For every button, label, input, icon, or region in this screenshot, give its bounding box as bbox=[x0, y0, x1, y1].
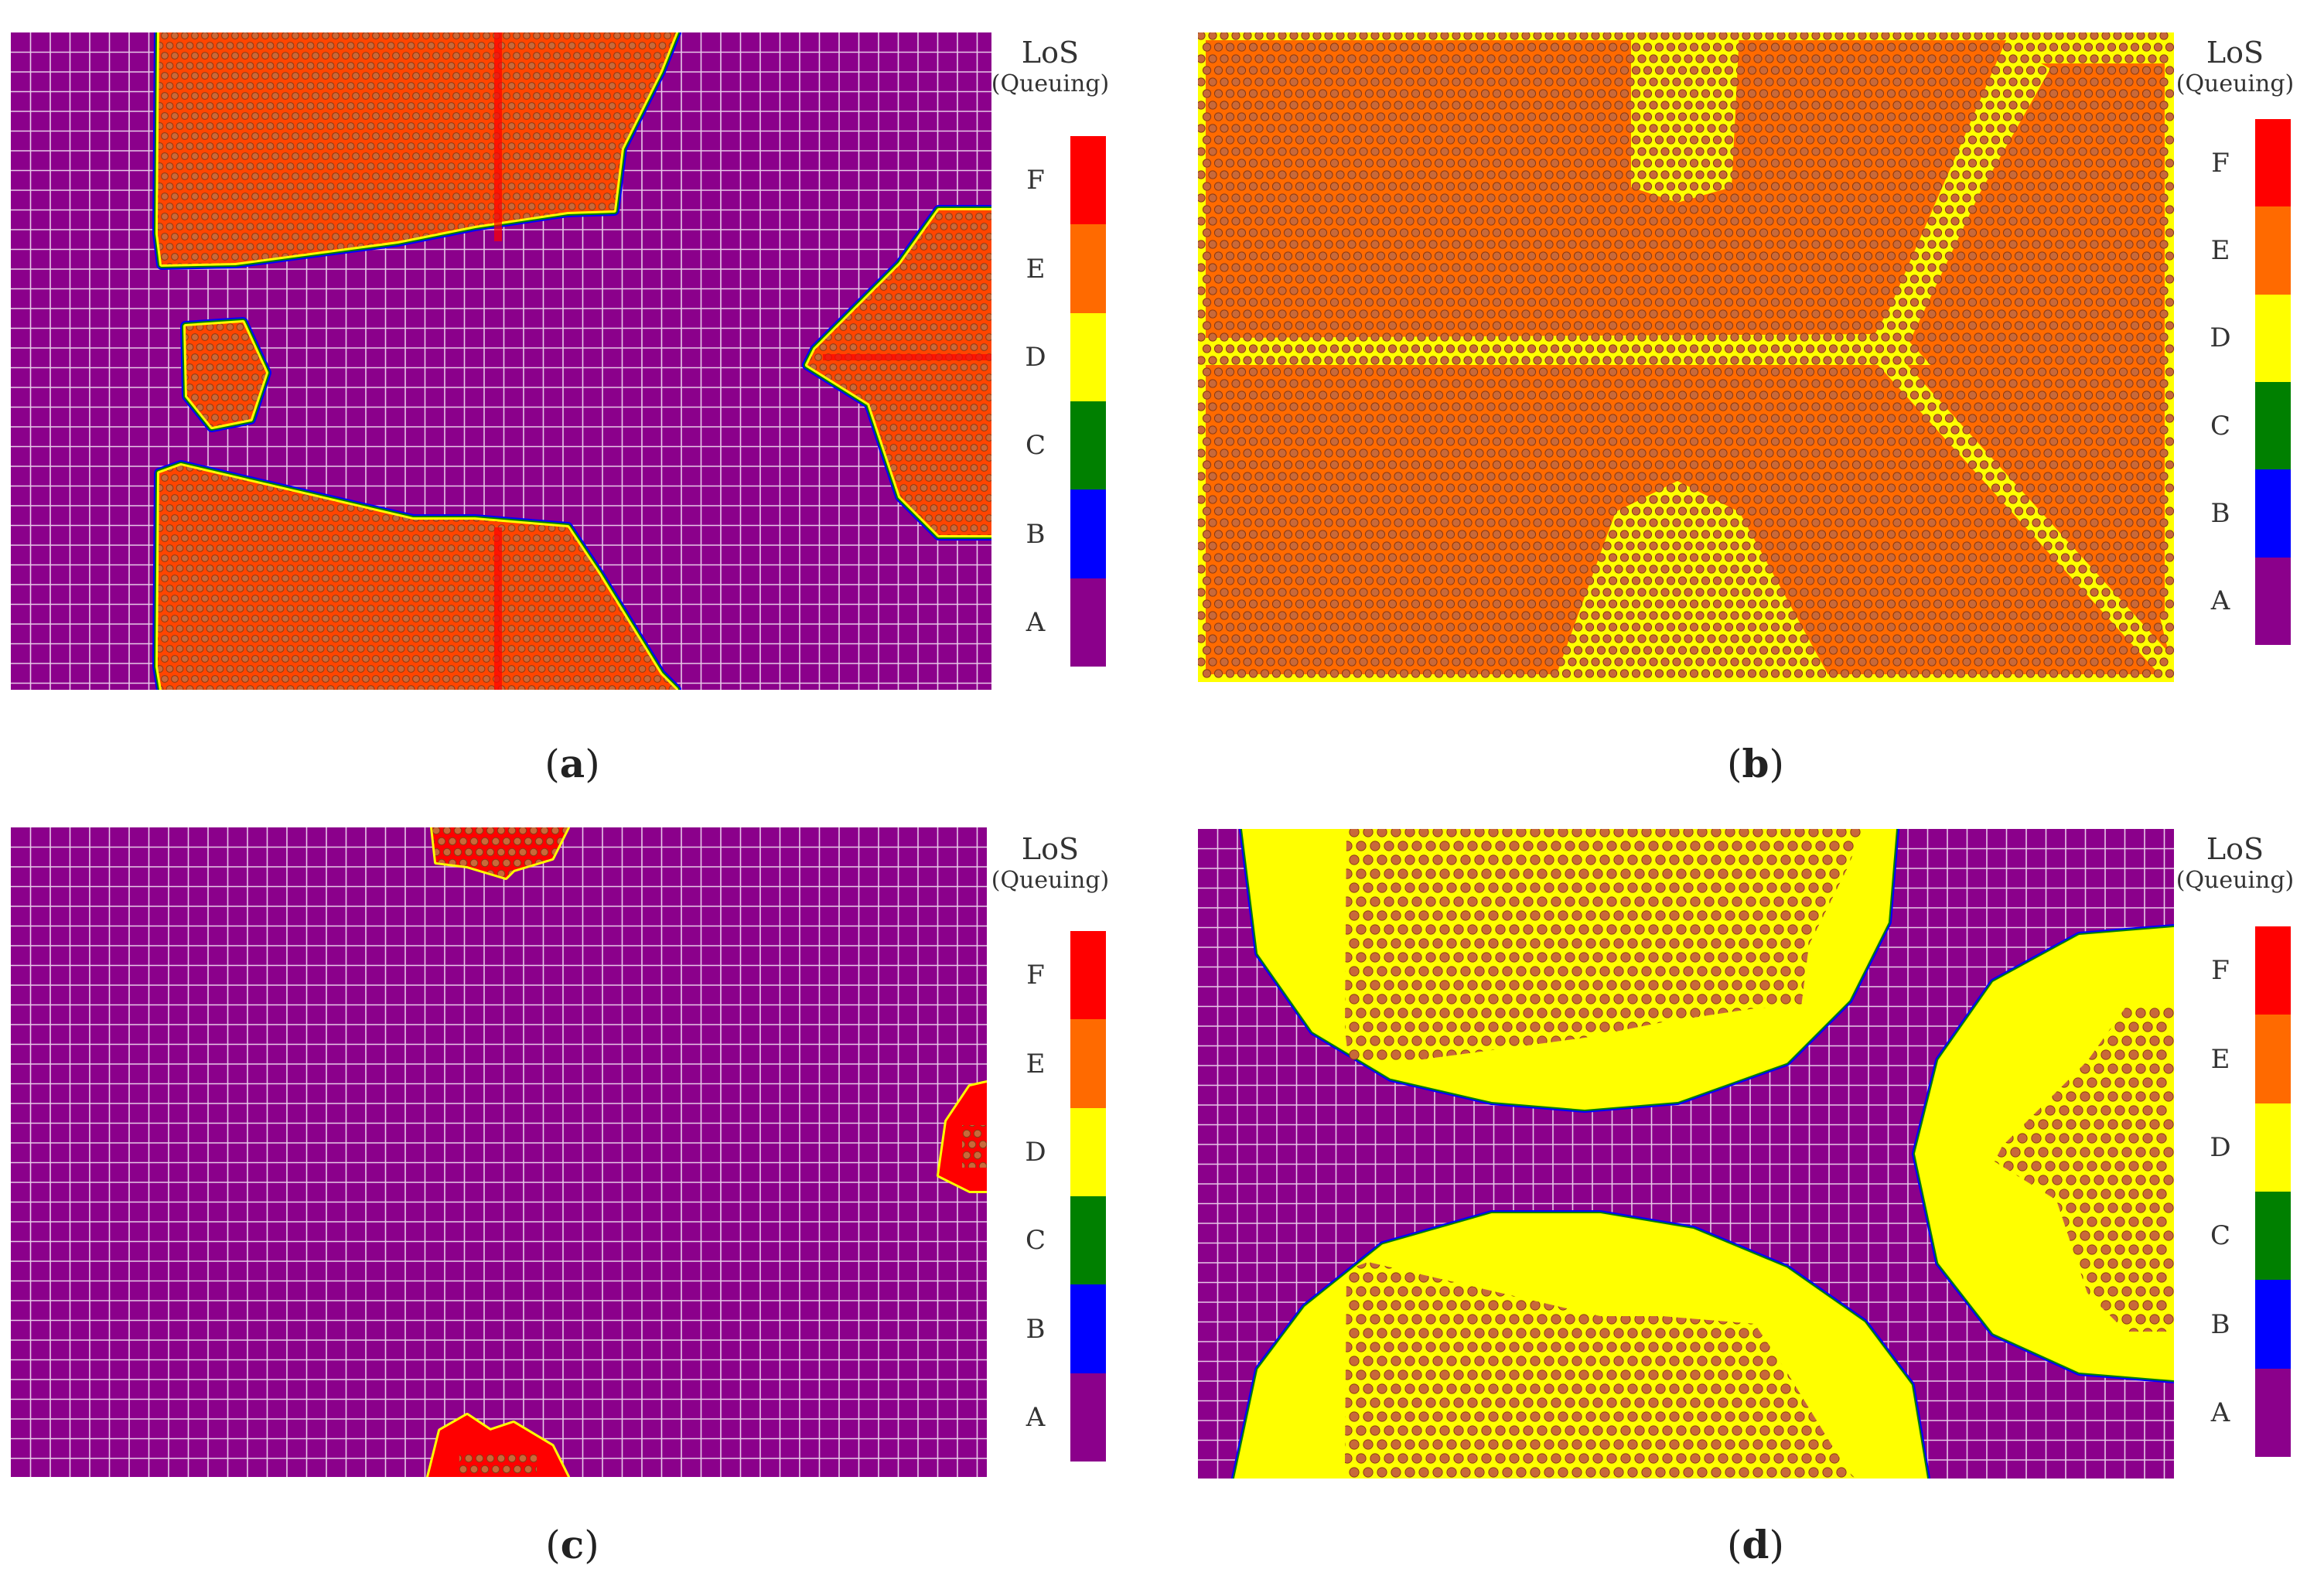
legend-label-e: E bbox=[1016, 1049, 1055, 1080]
crowd-agents-b bbox=[1198, 32, 2174, 678]
legend-color-bar bbox=[2255, 119, 2291, 646]
legend-title: LoS bbox=[2150, 37, 2320, 68]
crowd-zone-right bbox=[1909, 63, 2165, 620]
legend-label-a: A bbox=[1016, 1402, 1055, 1433]
level-a-floor bbox=[11, 827, 987, 1477]
legend-label-e: E bbox=[2201, 1044, 2240, 1075]
crowd-zone-right-red-core bbox=[807, 210, 991, 535]
legend-label-d: D bbox=[2201, 322, 2240, 353]
legend-swatch-a bbox=[2255, 1368, 2291, 1458]
crowd-zone-right bbox=[802, 205, 991, 541]
legend-color-bar bbox=[1070, 931, 1106, 1462]
legend-swatch-e bbox=[2255, 206, 2291, 295]
legend-label-c: C bbox=[1016, 430, 1055, 461]
legend-swatch-e bbox=[2255, 1015, 2291, 1104]
legend-label-b: B bbox=[1016, 519, 1055, 550]
legend-swatch-f bbox=[2255, 926, 2291, 1015]
caption-b: (b) bbox=[1678, 742, 1833, 786]
legend-swatch-f bbox=[1070, 931, 1106, 1020]
grid bbox=[11, 827, 987, 1477]
legend-swatch-a bbox=[2255, 557, 2291, 646]
legend-swatch-b bbox=[1070, 489, 1106, 579]
crowd-zone-top-agents bbox=[1345, 829, 1863, 1060]
legend-label-d: D bbox=[2201, 1132, 2240, 1163]
legend-label-a: A bbox=[1016, 607, 1055, 638]
caption-c: (c) bbox=[495, 1523, 650, 1567]
legend-label-c: C bbox=[2201, 411, 2240, 442]
legend-swatch-f bbox=[2255, 119, 2291, 207]
legend-swatch-e bbox=[1070, 1019, 1106, 1109]
legend-swatch-e bbox=[1070, 224, 1106, 314]
legend-subtitle: (Queuing) bbox=[2150, 868, 2320, 894]
legend-swatch-b bbox=[2255, 469, 2291, 558]
legend-swatch-c bbox=[2255, 1192, 2291, 1281]
legend-swatch-d bbox=[2255, 1103, 2291, 1192]
legend-label-c: C bbox=[2201, 1220, 2240, 1251]
legend-swatch-c bbox=[2255, 382, 2291, 470]
agents-c-bottom bbox=[459, 1454, 537, 1474]
density-map-a bbox=[11, 32, 991, 690]
legend-swatch-d bbox=[1070, 1107, 1106, 1197]
legend-label-e: E bbox=[2201, 235, 2240, 266]
density-map-b bbox=[1198, 32, 2174, 682]
legend-swatch-a bbox=[1070, 1373, 1106, 1462]
legend-swatch-b bbox=[2255, 1280, 2291, 1369]
legend-color-bar bbox=[1070, 136, 1106, 667]
legend-title: LoS bbox=[2150, 834, 2320, 865]
legend-label-b: B bbox=[2201, 498, 2240, 529]
legend-swatch-d bbox=[1070, 312, 1106, 402]
agents-c-right bbox=[962, 1125, 987, 1168]
legend-swatch-a bbox=[1070, 578, 1106, 667]
legend-label-f: F bbox=[2201, 148, 2240, 179]
legend-color-bar bbox=[2255, 926, 2291, 1458]
legend-label-b: B bbox=[2201, 1309, 2240, 1340]
legend-subtitle: (Queuing) bbox=[965, 71, 1135, 97]
caption-d: (d) bbox=[1678, 1523, 1833, 1567]
crowd-zone-bottom-agents bbox=[1345, 1262, 1863, 1478]
density-map-c bbox=[11, 827, 987, 1477]
legend-label-f: F bbox=[1016, 165, 1055, 196]
legend-label-c: C bbox=[1016, 1225, 1055, 1256]
legend-label-e: E bbox=[1016, 254, 1055, 285]
legend-label-a: A bbox=[2201, 1397, 2240, 1428]
legend-label-d: D bbox=[1016, 342, 1055, 373]
legend-subtitle: (Queuing) bbox=[965, 868, 1135, 894]
legend-swatch-d bbox=[2255, 294, 2291, 383]
caption-a: (a) bbox=[495, 742, 650, 786]
legend-subtitle: (Queuing) bbox=[2150, 71, 2320, 97]
legend-title: LoS bbox=[965, 834, 1135, 865]
legend-swatch-b bbox=[1070, 1284, 1106, 1374]
legend-label-f: F bbox=[1016, 960, 1055, 991]
legend-title: LoS bbox=[965, 37, 1135, 68]
legend-swatch-c bbox=[1070, 1196, 1106, 1285]
legend-swatch-f bbox=[1070, 136, 1106, 225]
legend-label-d: D bbox=[1016, 1137, 1055, 1168]
legend-label-a: A bbox=[2201, 585, 2240, 616]
legend-label-b: B bbox=[1016, 1314, 1055, 1345]
legend-swatch-c bbox=[1070, 401, 1106, 490]
legend-label-f: F bbox=[2201, 955, 2240, 986]
density-map-d bbox=[1198, 829, 2174, 1479]
